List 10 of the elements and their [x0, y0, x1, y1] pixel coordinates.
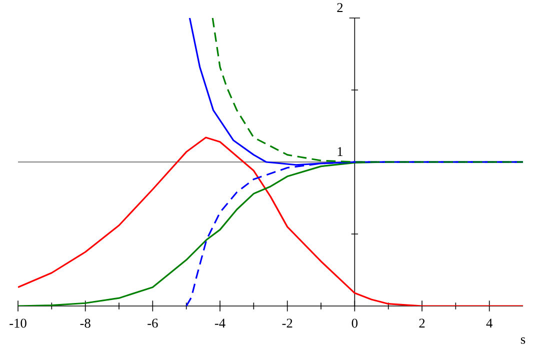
x-tick-label: 0 [352, 318, 358, 328]
y-tick-label: 1 [338, 147, 343, 156]
x-tick-label: -8 [80, 318, 90, 328]
x-tick-label: -2 [282, 318, 292, 328]
x-tick-label: 4 [486, 318, 492, 328]
x-tick-label: -4 [214, 318, 226, 328]
x-tick-label: -6 [148, 318, 158, 328]
x-tick-label: -10 [10, 318, 26, 328]
x-tick-label: 2 [419, 318, 425, 328]
x-axis-title: s [520, 337, 526, 344]
